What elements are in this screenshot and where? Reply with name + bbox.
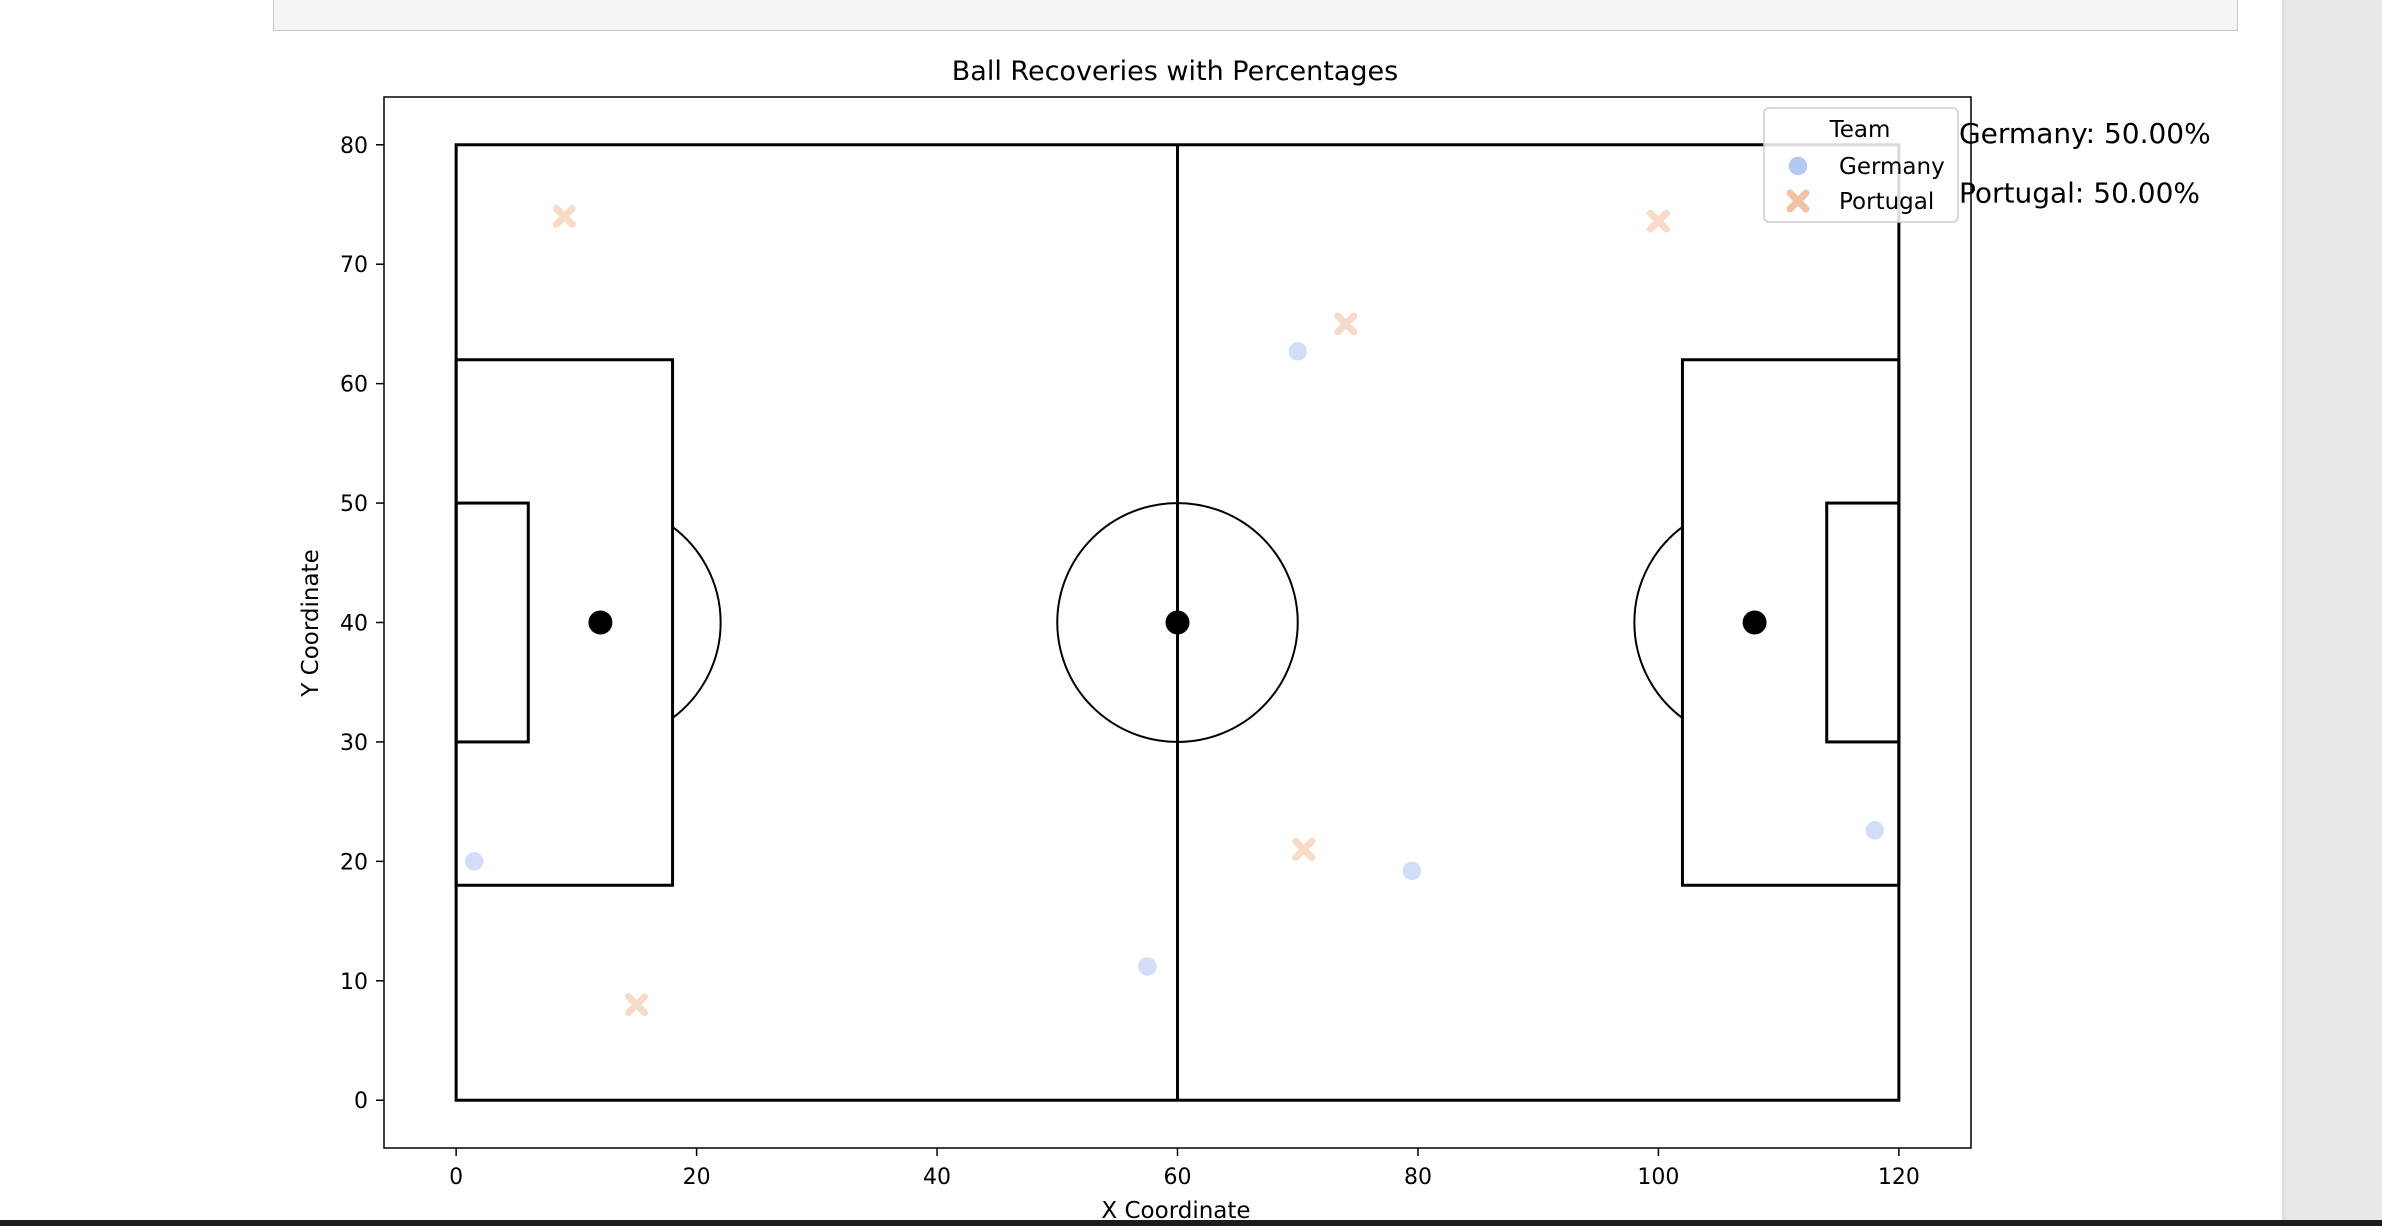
top-panel-edge bbox=[273, 0, 2238, 31]
germany-recovery-point bbox=[1401, 860, 1423, 882]
left-penalty-spot bbox=[588, 610, 613, 635]
x-tick-label: 0 bbox=[449, 1165, 463, 1190]
center-circle bbox=[1056, 502, 1299, 743]
left-penalty-box bbox=[454, 358, 675, 887]
legend-title: Team bbox=[1829, 117, 1891, 143]
germany-recovery-point bbox=[1286, 340, 1309, 363]
annotations: Germany: 50.00% Portugal: 50.00% bbox=[1959, 117, 2211, 210]
germany-recovery-point bbox=[1864, 819, 1886, 842]
legend-marker-portugal bbox=[1786, 189, 1810, 213]
portugal-recovery-point bbox=[1334, 312, 1358, 336]
right-penalty-arc bbox=[1633, 526, 1684, 719]
y-tick-label: 30 bbox=[340, 731, 368, 756]
percentage-annotation: Germany: 50.00% bbox=[1959, 117, 2211, 150]
x-tick-label: 20 bbox=[683, 1165, 711, 1190]
y-axis-ticks: 0 10 20 30 40 50 60 70 80 bbox=[340, 134, 384, 1114]
y-tick-label: 10 bbox=[340, 970, 368, 995]
y-tick-label: 80 bbox=[340, 134, 368, 159]
x-tick-label: 40 bbox=[923, 1165, 951, 1190]
y-tick-label: 40 bbox=[340, 612, 368, 637]
pitch-lines bbox=[454, 143, 1901, 1102]
germany-recovery-point bbox=[1136, 955, 1159, 978]
right-gutter bbox=[2282, 0, 2382, 1226]
y-tick-label: 0 bbox=[354, 1089, 368, 1114]
y-tick-label: 20 bbox=[340, 850, 368, 875]
portugal-recovery-point bbox=[552, 204, 576, 228]
x-axis-label: X Coordinate bbox=[1101, 1198, 1250, 1224]
x-tick-label: 80 bbox=[1404, 1165, 1432, 1190]
legend-items: Germany Portugal bbox=[1786, 154, 1945, 215]
x-tick-label: 100 bbox=[1637, 1165, 1679, 1190]
y-tick-label: 50 bbox=[340, 492, 368, 517]
y-axis-label: Y Coordinate bbox=[298, 549, 324, 697]
legend: Team Germany Portugal bbox=[1763, 107, 1959, 223]
percentage-annotation: Portugal: 50.00% bbox=[1959, 177, 2200, 210]
left-penalty-arc bbox=[671, 526, 722, 719]
right-six-yard-box bbox=[1825, 501, 1901, 744]
x-axis-ticks: 0 20 40 60 80 100 120 bbox=[449, 1148, 1920, 1190]
x-tick-label: 60 bbox=[1164, 1165, 1192, 1190]
left-six-yard-box bbox=[454, 501, 530, 744]
portugal-recovery-point bbox=[624, 993, 648, 1017]
center-spot bbox=[1165, 610, 1190, 635]
portugal-recovery-point bbox=[1646, 209, 1670, 233]
portugal-recovery-point bbox=[1292, 837, 1316, 861]
y-tick-label: 60 bbox=[340, 373, 368, 398]
y-tick-label: 70 bbox=[340, 253, 368, 278]
legend-box bbox=[1763, 107, 1959, 223]
chart-title: Ball Recoveries with Percentages bbox=[952, 56, 1398, 87]
germany-recovery-point bbox=[463, 850, 485, 873]
bottom-bar bbox=[0, 1220, 2382, 1226]
right-penalty-box bbox=[1680, 358, 1901, 887]
legend-label-portugal: Portugal bbox=[1839, 189, 1934, 215]
x-tick-label: 120 bbox=[1878, 1165, 1920, 1190]
legend-marker-germany bbox=[1787, 155, 1809, 177]
right-penalty-spot bbox=[1742, 610, 1767, 635]
data-points bbox=[463, 204, 1886, 1017]
legend-label-germany: Germany bbox=[1839, 154, 1945, 180]
